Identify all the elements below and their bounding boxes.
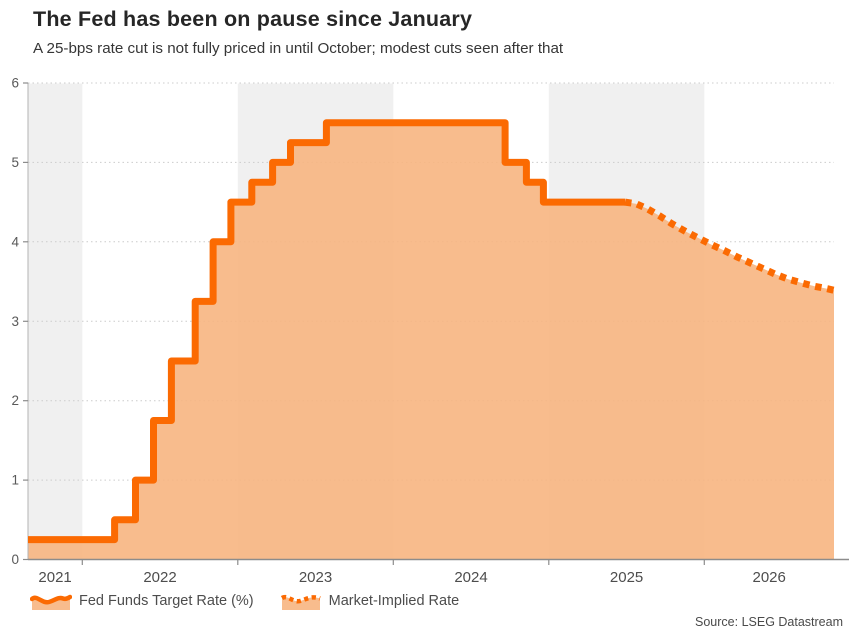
x-tick-labels: 2021 2022 2023 2024 2025 2026: [38, 569, 785, 586]
chart-title: The Fed has been on pause since January: [33, 7, 473, 31]
chart-subtitle: A 25-bps rate cut is not fully priced in…: [33, 40, 564, 57]
svg-text:1: 1: [11, 473, 19, 488]
market-implied-line: [624, 198, 835, 294]
rate-area-fill: [28, 122, 834, 560]
chart-legend: Fed Funds Target Rate (%) Market-Implied…: [30, 590, 459, 612]
x-axis-ticks: [81, 559, 705, 565]
svg-text:6: 6: [11, 76, 19, 91]
svg-text:2023: 2023: [299, 569, 332, 586]
svg-text:2026: 2026: [753, 569, 786, 586]
legend-label-market-implied: Market-Implied Rate: [328, 593, 460, 609]
legend-label-fed-funds: Fed Funds Target Rate (%): [79, 593, 254, 609]
legend-item-fed-funds: Fed Funds Target Rate (%): [30, 590, 254, 612]
svg-text:5: 5: [11, 155, 19, 170]
svg-text:2024: 2024: [454, 569, 487, 586]
source-attribution: Source: LSEG Datastream: [695, 615, 843, 629]
svg-text:2: 2: [11, 393, 19, 408]
svg-text:2021: 2021: [38, 569, 71, 586]
svg-text:3: 3: [11, 314, 19, 329]
svg-text:2022: 2022: [143, 569, 176, 586]
y-tick-labels: 0 1 2 3 4 5 6: [11, 76, 19, 568]
legend-item-market-implied: Market-Implied Rate: [280, 590, 460, 612]
svg-text:2025: 2025: [610, 569, 643, 586]
fed-funds-target-line: [28, 119, 625, 544]
fed-funds-legend-swatch: [30, 594, 72, 610]
y-axis-ticks: [23, 82, 28, 561]
market-implied-legend-swatch: [280, 594, 321, 610]
svg-text:4: 4: [11, 234, 19, 249]
svg-text:0: 0: [11, 552, 19, 567]
